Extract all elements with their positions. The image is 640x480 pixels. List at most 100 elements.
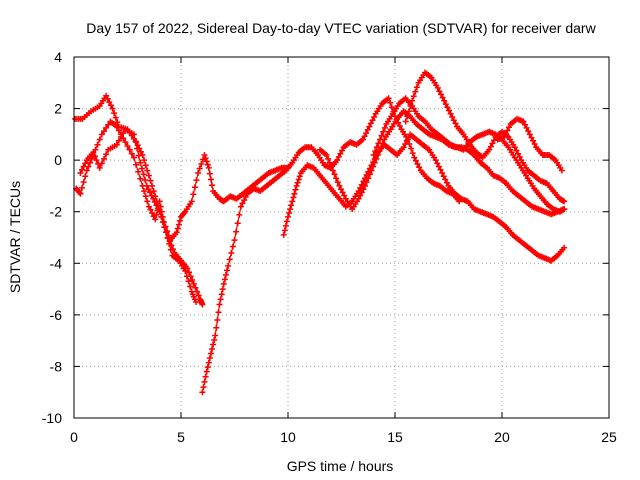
data-point	[402, 141, 409, 147]
data-point	[93, 157, 100, 164]
data-point	[217, 296, 224, 303]
data-point	[502, 130, 509, 137]
data-point	[141, 188, 148, 195]
series-satellite-track-6	[317, 108, 568, 218]
data-point	[98, 131, 105, 138]
y-tick-label: 4	[54, 49, 62, 65]
data-point	[290, 194, 297, 201]
data-point	[373, 155, 380, 162]
data-point	[222, 271, 229, 278]
data-point	[164, 235, 171, 242]
data-point	[432, 157, 439, 164]
data-point	[291, 190, 298, 197]
data-point	[115, 137, 122, 144]
data-point	[205, 164, 212, 171]
data-point	[328, 163, 335, 170]
data-point	[151, 199, 158, 205]
data-point	[441, 97, 448, 104]
data-point	[134, 145, 141, 152]
data-point	[528, 134, 535, 141]
data-point	[96, 136, 103, 143]
y-axis-label: SDTVAR / TECUs	[7, 181, 23, 293]
plot-frame	[73, 56, 610, 419]
data-point	[145, 172, 152, 179]
data-point	[357, 184, 364, 191]
data-point	[211, 337, 218, 343]
data-point	[82, 160, 89, 167]
data-point	[513, 147, 520, 154]
data-point	[101, 128, 107, 135]
data-point	[206, 170, 213, 177]
data-point	[405, 108, 412, 115]
data-point	[194, 288, 201, 295]
data-point	[339, 147, 345, 154]
data-point	[226, 256, 233, 263]
data-point	[103, 151, 110, 158]
data-point	[368, 167, 375, 174]
data-point	[360, 186, 367, 193]
data-point	[115, 127, 122, 134]
data-point	[176, 217, 183, 224]
data-point	[145, 203, 152, 210]
data-point	[439, 94, 446, 101]
data-point	[204, 364, 211, 371]
data-point	[408, 145, 415, 152]
data-point	[209, 346, 215, 352]
y-tick-label: -10	[42, 410, 62, 426]
data-point	[504, 127, 511, 134]
data-point	[141, 157, 148, 164]
data-point	[105, 121, 112, 128]
data-point	[282, 222, 289, 229]
data-point	[234, 220, 241, 227]
data-point	[137, 148, 144, 155]
data-point	[336, 182, 343, 189]
data-point	[148, 192, 155, 199]
data-point	[111, 110, 118, 117]
data-point	[90, 149, 97, 156]
data-point	[104, 95, 111, 102]
data-series	[72, 69, 568, 396]
data-point	[156, 208, 163, 215]
data-point	[142, 162, 149, 169]
data-point	[358, 181, 365, 188]
data-point	[130, 154, 137, 161]
data-point	[220, 280, 227, 287]
data-point	[280, 231, 287, 238]
data-point	[80, 179, 87, 186]
data-point	[442, 101, 449, 108]
data-point	[122, 139, 129, 146]
data-point	[558, 167, 565, 174]
data-point	[287, 206, 294, 213]
data-point	[135, 168, 142, 175]
series-satellite-track-1	[72, 92, 206, 308]
data-point	[193, 177, 200, 184]
data-point	[79, 184, 85, 191]
data-point	[325, 155, 332, 162]
chart-title: Day 157 of 2022, Sidereal Day-to-day VTE…	[86, 20, 596, 36]
data-point	[511, 144, 518, 151]
data-point	[118, 133, 125, 140]
data-point	[219, 286, 226, 293]
data-point	[208, 350, 214, 357]
data-point	[133, 161, 140, 168]
data-point	[400, 144, 407, 151]
data-point	[452, 120, 459, 127]
data-point	[412, 88, 419, 95]
data-point	[202, 373, 209, 380]
data-point	[363, 130, 370, 137]
data-point	[294, 179, 301, 186]
data-point	[167, 246, 174, 253]
data-point	[339, 189, 346, 196]
data-point	[228, 250, 235, 256]
data-point	[94, 141, 101, 148]
data-point	[218, 291, 225, 298]
data-point	[440, 173, 447, 180]
data-point	[525, 128, 532, 135]
data-point	[199, 301, 206, 308]
data-point	[216, 301, 223, 308]
data-point	[434, 160, 441, 167]
data-point	[152, 216, 159, 223]
data-point	[362, 182, 368, 189]
data-point	[363, 179, 370, 186]
data-point	[175, 221, 182, 228]
